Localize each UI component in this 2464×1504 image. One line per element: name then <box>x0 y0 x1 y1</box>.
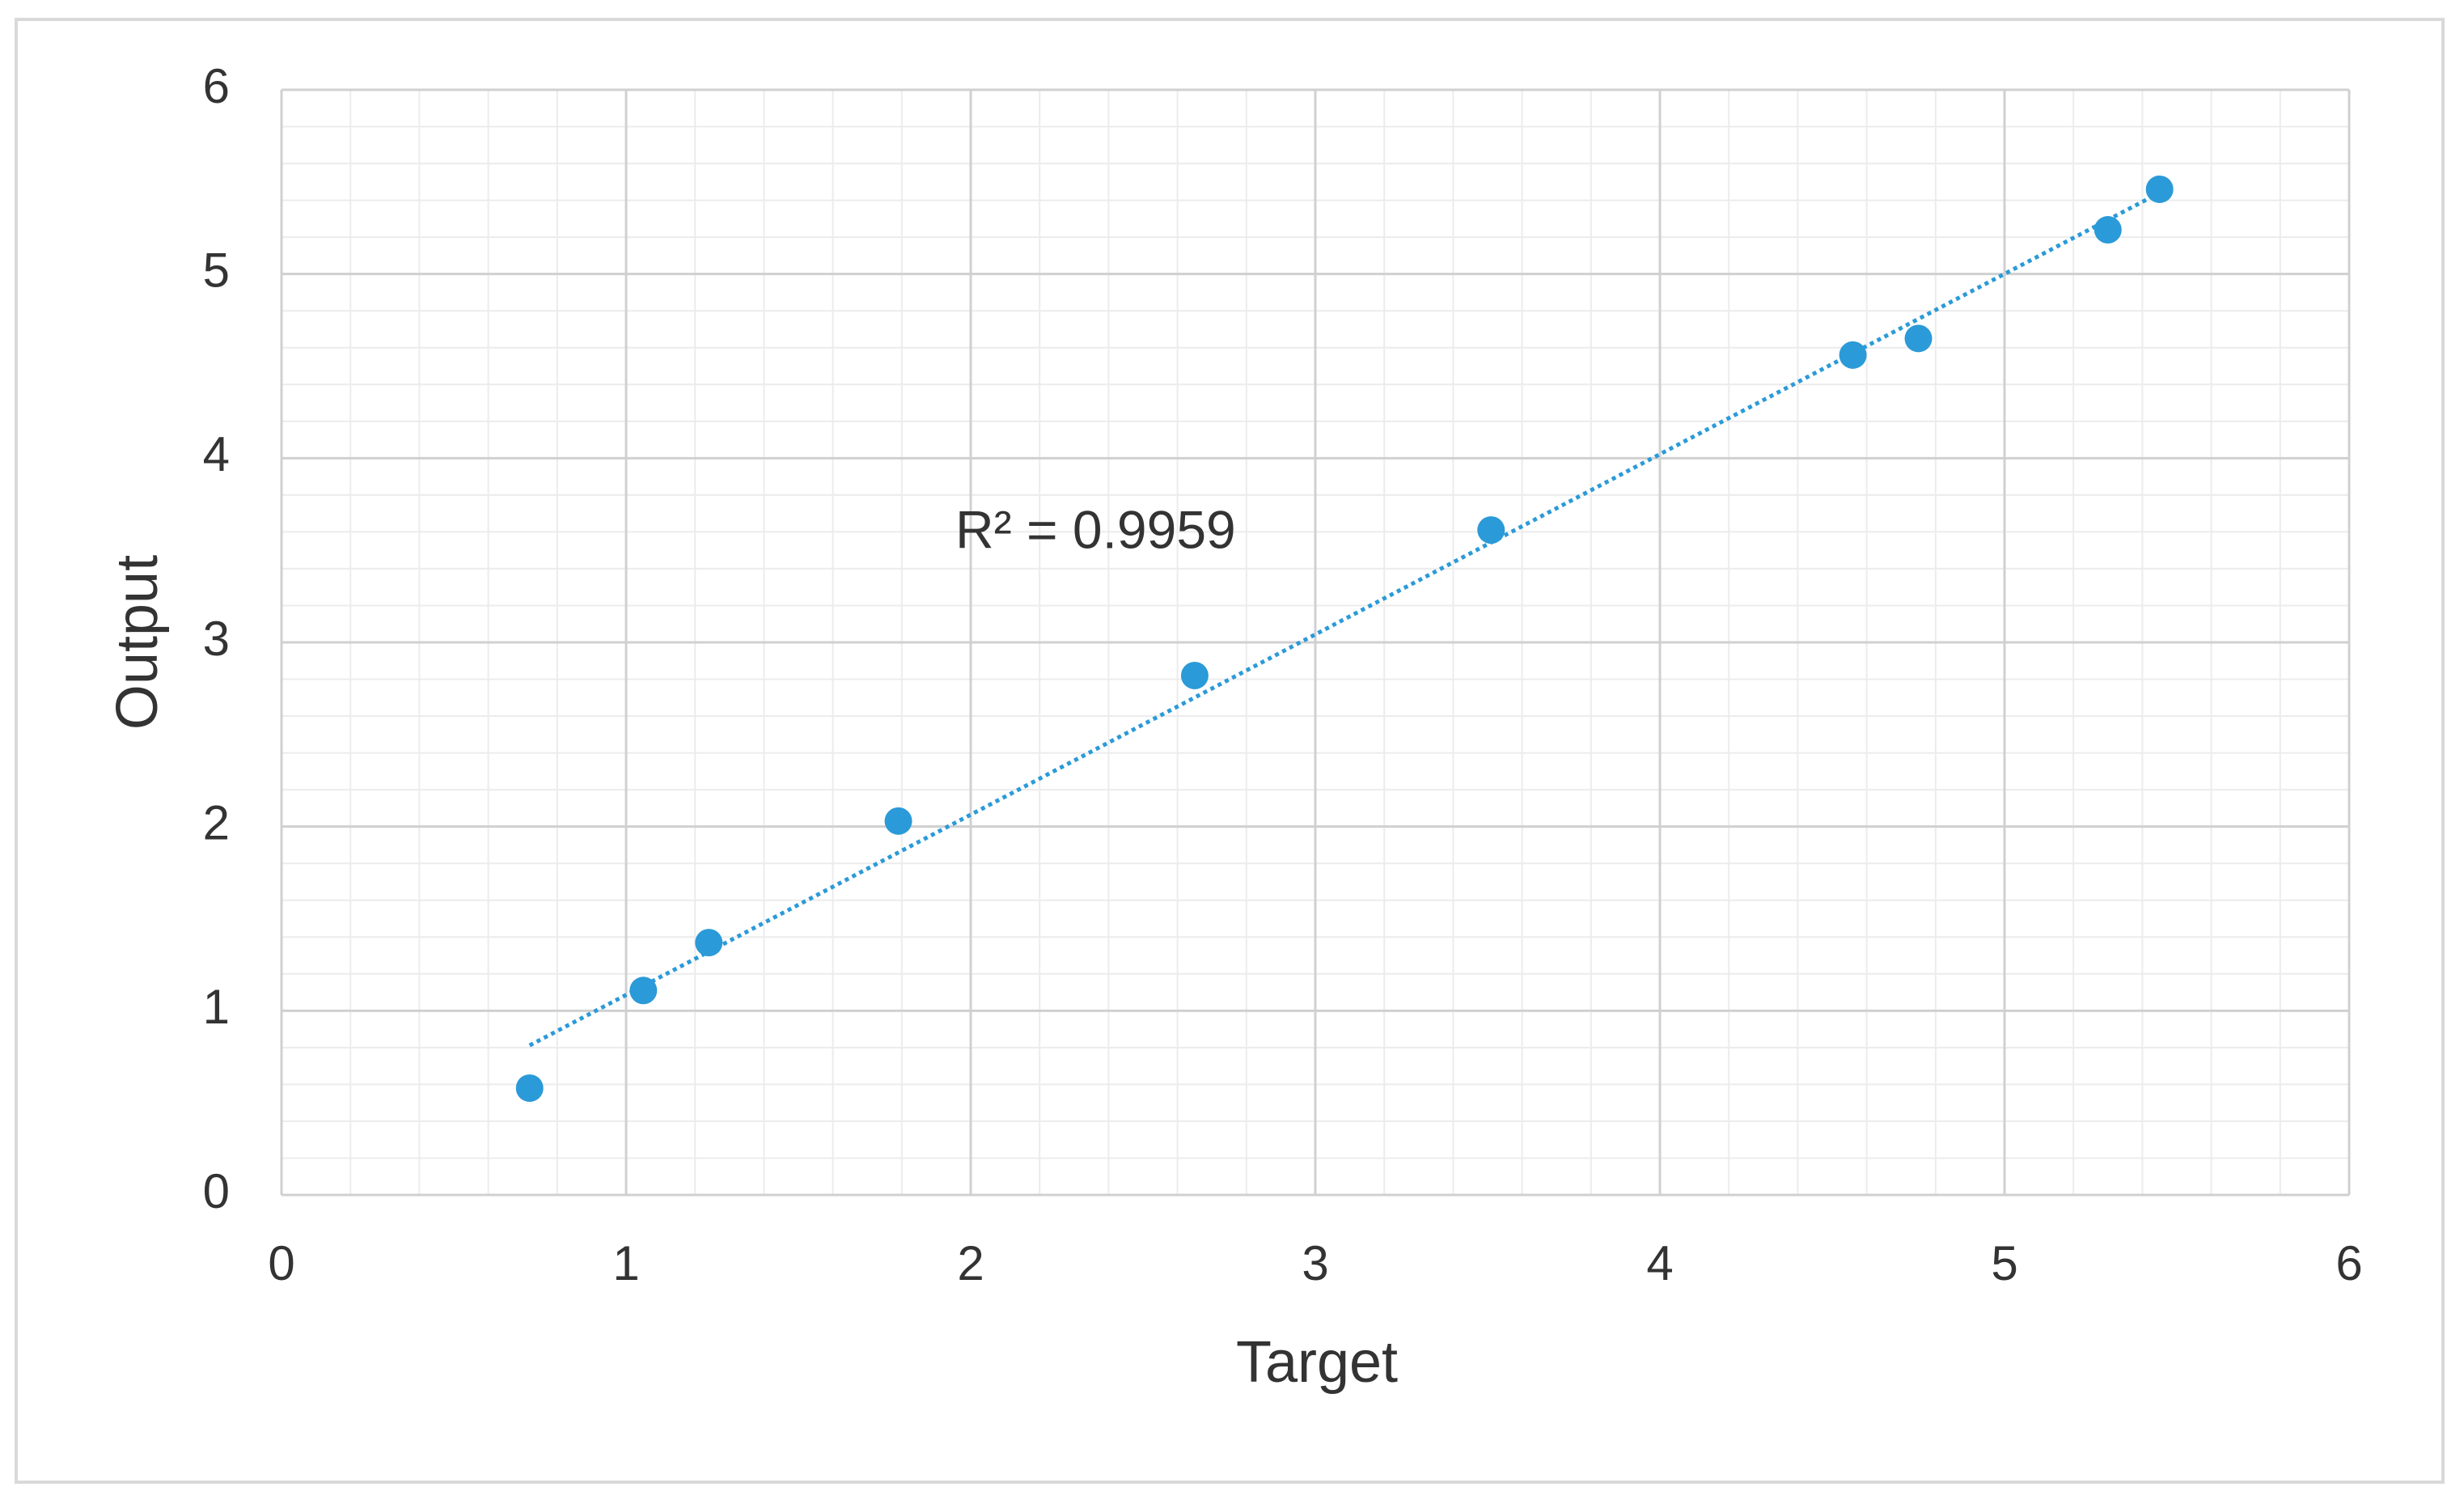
point <box>695 929 723 957</box>
y-axis-title: Output <box>105 555 170 730</box>
point <box>1839 341 1867 369</box>
x-tick-label: 0 <box>268 1236 294 1290</box>
point <box>1180 661 1209 689</box>
y-tick-label: 5 <box>203 244 230 298</box>
point <box>2145 175 2174 203</box>
y-tick-label: 1 <box>203 980 230 1034</box>
point <box>629 977 658 1005</box>
point <box>515 1074 544 1102</box>
y-tick-label: 0 <box>203 1164 230 1218</box>
y-tick-label: 6 <box>203 59 230 113</box>
x-tick-label: 1 <box>612 1236 639 1290</box>
point <box>2094 216 2122 244</box>
x-tick-label: 2 <box>957 1236 984 1290</box>
point <box>884 807 912 835</box>
x-tick-label: 6 <box>2335 1236 2362 1290</box>
x-tick-label: 4 <box>1646 1236 1673 1290</box>
point <box>1904 324 1933 353</box>
chart-border <box>15 18 2445 1484</box>
y-tick-label: 4 <box>203 427 230 481</box>
y-tick-label: 2 <box>203 796 230 850</box>
point <box>1477 516 1505 544</box>
x-axis-title: Target <box>1236 1330 1398 1395</box>
x-tick-label: 5 <box>1991 1236 2017 1290</box>
trendline <box>528 191 2161 1048</box>
annotation: R² = 0.9959 <box>955 499 1236 559</box>
y-tick-label: 3 <box>203 612 230 666</box>
major-grid <box>280 88 2351 1197</box>
x-tick-label: 3 <box>1302 1236 1328 1290</box>
plot <box>515 175 2174 1102</box>
